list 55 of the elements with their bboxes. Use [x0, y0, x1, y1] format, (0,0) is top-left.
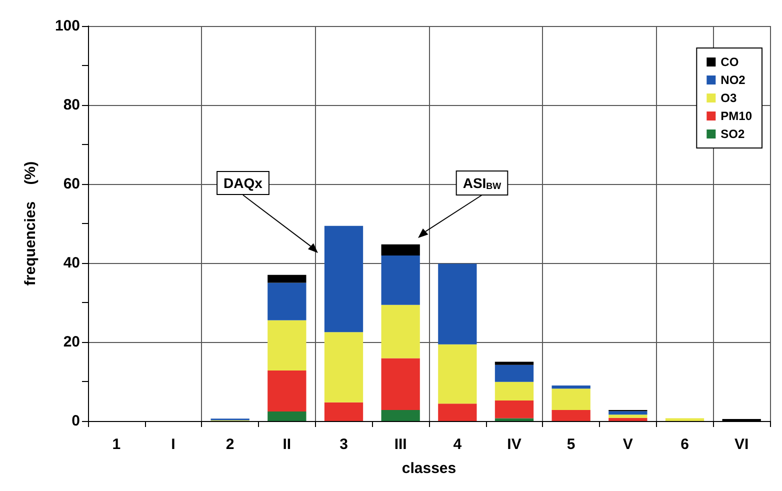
bar [494, 364, 534, 382]
bar [494, 362, 534, 365]
x-tick-label: 3 [340, 436, 348, 453]
bar [494, 382, 534, 400]
legend-label: PM10 [720, 109, 752, 123]
annotation: ASIBW [462, 175, 502, 191]
bar [608, 414, 648, 418]
y-tick-label: 80 [63, 96, 80, 114]
x-tick-label: I [171, 436, 176, 453]
bar [268, 412, 306, 421]
x-tick-label: 2 [226, 436, 234, 453]
bar [381, 255, 420, 305]
bar [268, 370, 306, 412]
bar [552, 410, 590, 421]
bar [381, 304, 420, 358]
x-tick-label: 1 [112, 436, 121, 453]
legend-label: O3 [720, 91, 737, 105]
bar [268, 274, 306, 283]
x-tick-label: 6 [680, 436, 689, 453]
y-tick-label: 40 [63, 254, 80, 272]
x-tick-label: III [394, 436, 407, 453]
x-tick-label: II [282, 436, 292, 453]
bar [268, 282, 306, 320]
annotation: DAQx [224, 175, 263, 191]
y-tick-label: 60 [63, 176, 80, 192]
bar [494, 418, 534, 421]
bar [438, 404, 477, 421]
bar [552, 385, 590, 389]
x-tick-label: V [622, 436, 633, 453]
bar [324, 226, 364, 332]
bar [438, 344, 477, 404]
x-tick-label: IV [507, 436, 522, 453]
x-tick-label: VI [734, 436, 749, 453]
x-tick-label: 4 [453, 436, 462, 453]
bar [438, 264, 477, 344]
y-tick-label: 100 [54, 18, 80, 34]
y-axis-title: frequencies (%) [22, 161, 39, 286]
bar [324, 332, 364, 402]
y-tick-label: 20 [63, 334, 80, 350]
bar [608, 411, 648, 415]
bar [381, 410, 420, 421]
bar [608, 418, 648, 421]
bar [381, 244, 420, 256]
bar [552, 388, 590, 410]
x-tick-label: 5 [566, 436, 576, 453]
legend-label: NO2 [720, 73, 746, 87]
legend-label: SO2 [720, 127, 745, 141]
bar [324, 402, 364, 421]
legend-label: CO [720, 55, 739, 69]
bar [268, 320, 306, 370]
bar [381, 358, 420, 410]
x-axis-title: classes [402, 460, 456, 477]
y-tick-label: 0 [72, 412, 80, 430]
bar [665, 418, 704, 421]
bar [494, 400, 534, 418]
